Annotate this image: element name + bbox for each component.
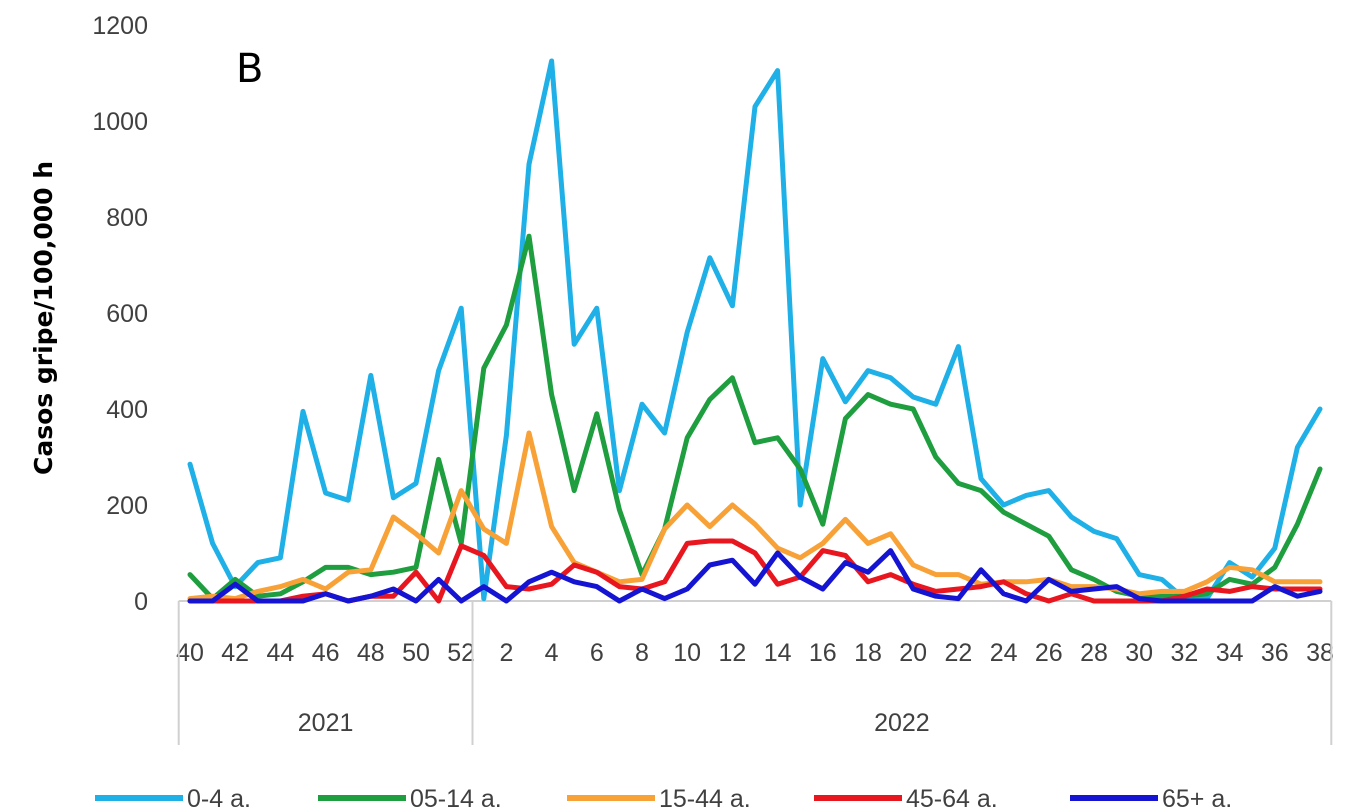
x-tick-label: 28 [1080, 639, 1108, 667]
x-tick-label: 52 [447, 639, 475, 667]
x-tick-label: 24 [990, 639, 1018, 667]
legend: 0-4 a. 05-14 a. 15-44 a. 45-64 a. 65+ a. [95, 785, 1232, 812]
x-tick-label: 12 [718, 639, 746, 667]
legend-label: 15-44 a. [659, 785, 751, 812]
x-tick-label: 32 [1170, 639, 1198, 667]
x-tick-label: 30 [1125, 639, 1153, 667]
x-tick-label: 48 [357, 639, 385, 667]
legend-label: 0-4 a. [187, 785, 251, 812]
x-tick-label: 14 [764, 639, 792, 667]
x-tick-label: 36 [1261, 639, 1289, 667]
series-lines [187, 58, 1323, 604]
x-tick-label: 46 [312, 639, 340, 667]
legend-label: 65+ a. [1162, 785, 1232, 812]
y-tick-label: 0 [134, 588, 148, 616]
y-tick-label: 800 [106, 204, 148, 232]
x-tick-label: 44 [266, 639, 294, 667]
x-tick-label: 22 [944, 639, 972, 667]
series-line [187, 233, 1323, 602]
x-tick-label: 20 [899, 639, 927, 667]
year-label: 2021 [298, 709, 354, 737]
y-tick-label: 400 [106, 396, 148, 424]
x-tick-label: 10 [673, 639, 701, 667]
legend-label: 45-64 a. [906, 785, 998, 812]
panel-label: B [236, 46, 263, 92]
series-line [187, 548, 1323, 604]
x-tick-label: 42 [221, 639, 249, 667]
x-tick-label: 34 [1216, 639, 1244, 667]
year-label: 2022 [874, 709, 930, 737]
legend-label: 05-14 a. [410, 785, 502, 812]
x-tick-label: 40 [176, 639, 204, 667]
y-tick-label: 600 [106, 300, 148, 328]
x-tick-label: 16 [809, 639, 837, 667]
y-axis-title: Casos gripe/100,000 h [29, 161, 58, 475]
x-tick-label: 50 [402, 639, 430, 667]
y-tick-label: 1200 [92, 12, 148, 40]
x-tick-label: 18 [854, 639, 882, 667]
series-line [187, 58, 1323, 602]
x-tick-label: 4 [545, 639, 559, 667]
y-tick-label: 200 [106, 492, 148, 520]
series-line [187, 430, 1323, 602]
x-tick-label: 8 [635, 639, 649, 667]
x-tick-label: 6 [590, 639, 604, 667]
x-tick-label: 38 [1306, 639, 1334, 667]
x-tick-label: 26 [1035, 639, 1063, 667]
x-tick-label: 2 [499, 639, 513, 667]
y-tick-label: 1000 [92, 108, 148, 136]
